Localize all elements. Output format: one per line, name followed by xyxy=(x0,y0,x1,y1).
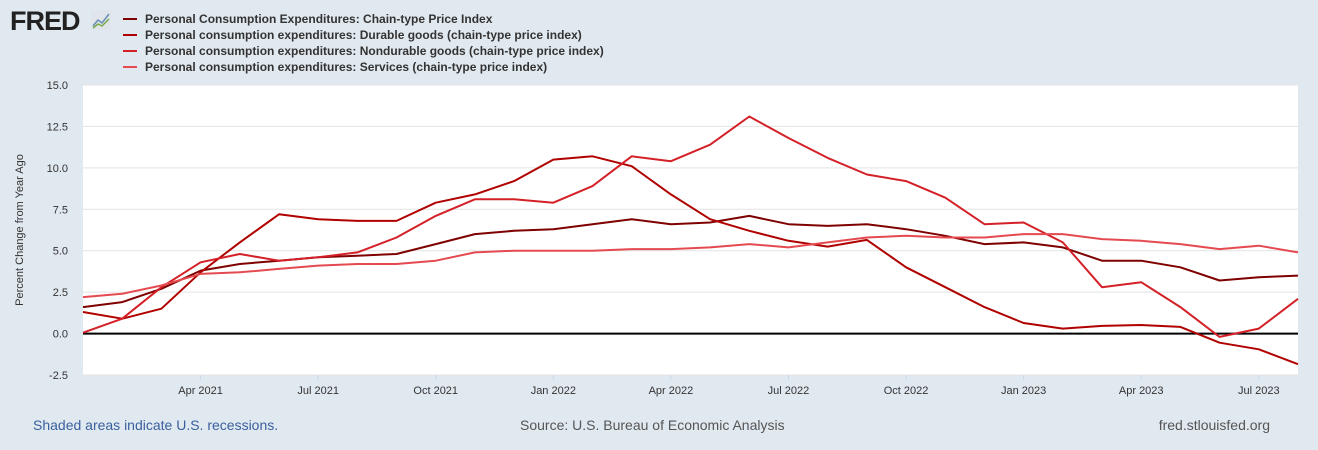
x-tick-label: Oct 2022 xyxy=(884,385,929,397)
y-tick-label: 7.5 xyxy=(53,204,68,216)
x-tick-label: Jul 2021 xyxy=(297,385,339,397)
y-tick-label: 12.5 xyxy=(47,121,68,133)
y-axis-label: Percent Change from Year Ago xyxy=(14,154,26,306)
series-line-3[interactable] xyxy=(82,233,1299,299)
series-line-1[interactable] xyxy=(82,155,1299,366)
source-note: Source: U.S. Bureau of Economic Analysis xyxy=(520,417,785,433)
legend-swatch xyxy=(123,34,137,36)
plot-area xyxy=(83,85,1298,375)
chart-logo-icon xyxy=(91,10,111,30)
legend-swatch xyxy=(123,66,137,68)
legend-item[interactable]: Personal consumption expenditures: Durab… xyxy=(123,27,604,43)
y-tick-label: 5.0 xyxy=(53,246,68,258)
legend: Personal Consumption Expenditures: Chain… xyxy=(123,11,604,75)
site-link[interactable]: fred.stlouisfed.org xyxy=(1158,417,1270,433)
y-tick-label: 15.0 xyxy=(47,80,68,92)
y-tick-label: 0.0 xyxy=(53,329,68,341)
legend-item[interactable]: Personal Consumption Expenditures: Chain… xyxy=(123,11,604,27)
legend-item[interactable]: Personal consumption expenditures: Servi… xyxy=(123,59,604,75)
x-tick-label: Oct 2021 xyxy=(413,385,458,397)
legend-item[interactable]: Personal consumption expenditures: Nondu… xyxy=(123,43,604,59)
x-tick-label: Apr 2023 xyxy=(1119,385,1164,397)
x-tick-label: Jul 2022 xyxy=(768,385,810,397)
series-line-2[interactable] xyxy=(82,115,1299,338)
x-tick-label: Apr 2022 xyxy=(649,385,694,397)
legend-swatch xyxy=(123,50,137,52)
legend-label: Personal Consumption Expenditures: Chain… xyxy=(145,12,493,26)
x-tick-label: Apr 2021 xyxy=(178,385,223,397)
y-tick-label: 2.5 xyxy=(53,287,68,299)
fred-logo[interactable]: FRED xyxy=(10,6,80,36)
x-tick-label: Jan 2022 xyxy=(531,385,576,397)
y-tick-label: -2.5 xyxy=(49,370,68,382)
legend-label: Personal consumption expenditures: Nondu… xyxy=(145,44,604,58)
legend-label: Personal consumption expenditures: Durab… xyxy=(145,28,582,42)
recession-note: Shaded areas indicate U.S. recessions. xyxy=(33,417,279,433)
x-tick-label: Jan 2023 xyxy=(1001,385,1046,397)
y-tick-label: 10.0 xyxy=(47,163,68,175)
x-tick-label: Jul 2023 xyxy=(1238,385,1280,397)
legend-swatch xyxy=(123,18,137,20)
legend-label: Personal consumption expenditures: Servi… xyxy=(145,60,548,74)
